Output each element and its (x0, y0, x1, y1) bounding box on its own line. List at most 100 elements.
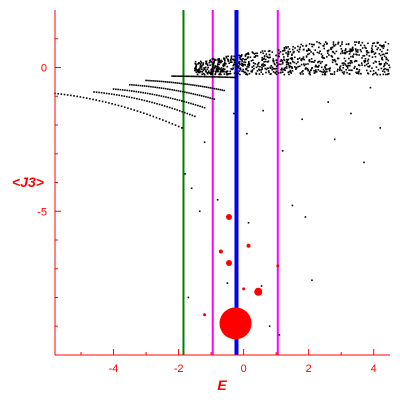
data-point-937 (205, 62, 207, 64)
data-point-954 (298, 51, 300, 53)
data-point-1059 (218, 73, 221, 76)
data-point-1050 (291, 48, 294, 51)
data-point-129 (141, 85, 144, 87)
data-point-806 (312, 52, 314, 55)
data-point-967 (318, 60, 321, 63)
data-point-620 (287, 46, 289, 48)
data-point-1003 (333, 58, 336, 61)
data-point-26 (136, 110, 139, 112)
data-point-233 (216, 76, 219, 78)
data-point-1131 (219, 70, 222, 73)
data-point-1061 (324, 65, 326, 68)
data-point-779 (217, 69, 219, 71)
data-point-627 (213, 59, 216, 62)
data-point-750 (208, 72, 211, 74)
data-point-763 (285, 52, 287, 54)
data-point-729 (308, 71, 311, 74)
data-point-36 (168, 121, 170, 124)
data-point-940 (381, 58, 383, 60)
data-point-753 (215, 70, 217, 73)
data-point-865 (262, 63, 264, 65)
data-point-839 (316, 51, 319, 54)
x-tick-label: -2 (174, 363, 184, 375)
data-point-1101 (204, 66, 207, 69)
data-point-1007 (215, 59, 217, 61)
data-point-159 (205, 96, 207, 98)
data-point-808 (333, 71, 336, 73)
data-point-172 (160, 80, 163, 83)
data-point-1146 (184, 173, 186, 175)
y-tick-label: 0 (41, 63, 47, 75)
data-point-978 (291, 54, 293, 56)
data-point-6 (73, 95, 75, 97)
data-point-529 (231, 58, 234, 61)
data-point-178 (172, 81, 175, 84)
data-point-1014 (226, 65, 229, 68)
data-point-641 (328, 70, 331, 72)
data-point-673 (334, 43, 337, 46)
data-point-701 (377, 68, 380, 71)
data-point-969 (217, 60, 220, 63)
data-point-1066 (270, 64, 273, 67)
data-point-1 (57, 92, 59, 95)
data-point-163 (213, 98, 216, 100)
data-point-86 (121, 89, 124, 91)
data-point-787 (244, 71, 247, 74)
data-point-243 (233, 76, 235, 79)
data-point-1139 (250, 70, 252, 73)
data-point-775 (333, 73, 336, 75)
data-point-212 (182, 75, 185, 78)
data-point-49 (113, 93, 115, 96)
data-point-481 (313, 70, 315, 72)
data-point-1083 (291, 67, 294, 70)
data-point-697 (207, 66, 210, 69)
data-point-840 (264, 50, 266, 52)
data-point-796 (256, 52, 259, 55)
data-point-884 (307, 69, 309, 72)
data-point-968 (346, 65, 349, 68)
data-point-170 (156, 80, 159, 82)
data-point-880 (385, 52, 387, 55)
data-point-1005 (218, 58, 220, 61)
data-point-273 (281, 71, 284, 74)
data-point-16 (104, 101, 107, 104)
data-point-994 (305, 56, 308, 58)
data-point-38 (174, 124, 177, 126)
data-point-64 (151, 101, 153, 104)
data-point-751 (229, 72, 232, 75)
data-point-535 (335, 50, 338, 53)
data-point-570 (293, 61, 296, 64)
data-point-68 (161, 104, 163, 107)
data-point-447 (341, 71, 344, 74)
data-point-874 (263, 61, 265, 63)
data-point-573 (213, 61, 215, 64)
data-point-776 (349, 49, 351, 52)
data-point-9 (82, 96, 85, 99)
data-point-631 (382, 73, 385, 76)
data-point-198 (211, 87, 214, 90)
data-point-854 (206, 72, 209, 75)
data-point-1075 (363, 54, 366, 57)
data-point-685 (339, 65, 342, 67)
data-point-1082 (197, 71, 200, 73)
data-point-707 (288, 48, 291, 50)
data-point-349 (200, 68, 203, 70)
data-point-369 (261, 68, 263, 70)
data-point-686 (351, 49, 354, 52)
data-point-43 (98, 91, 100, 94)
data-point-1112 (203, 73, 206, 76)
data-point-2 (60, 93, 63, 95)
data-point-201 (217, 88, 220, 91)
data-point-1023 (218, 58, 221, 60)
data-point-232 (215, 76, 217, 78)
data-point-559 (309, 73, 311, 76)
data-point-987 (348, 57, 350, 60)
data-point-403 (288, 65, 290, 67)
data-point-218 (192, 75, 195, 78)
data-point-82 (112, 88, 115, 90)
data-point-1088 (256, 55, 259, 57)
data-point-538 (384, 41, 387, 43)
data-point-501 (342, 66, 345, 69)
data-point-1130 (381, 45, 383, 48)
data-point-680 (242, 57, 244, 60)
